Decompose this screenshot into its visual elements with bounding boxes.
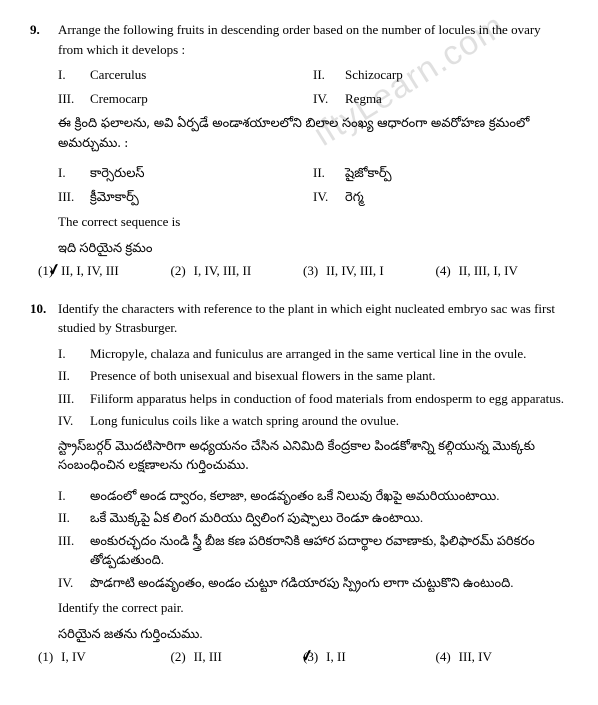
option-val: I, IV, III, II	[194, 261, 252, 281]
roman-text: Micropyle, chalaza and funiculus are arr…	[90, 344, 568, 364]
q10-item-3: III. Filiform apparatus helps in conduct…	[58, 389, 568, 409]
roman-label: రెగ్మ	[345, 187, 364, 207]
q10-te-item-1: I. అండంలో అండ ద్వారం, కలాజా, అండవృంతం ఒక…	[58, 486, 568, 506]
roman-text: Presence of both unisexual and bisexual …	[90, 366, 568, 386]
roman-text: పొడగాటి అండవృంతం, అండం చుట్టూ గడియారపు స…	[90, 573, 568, 593]
option-num: (4)	[436, 261, 451, 281]
roman-num: III.	[58, 389, 90, 409]
q10-option-3[interactable]: ✓ (3) I, II	[303, 647, 436, 667]
q10-item-4: IV. Long funiculus coils like a watch sp…	[58, 411, 568, 431]
roman-num: II.	[58, 366, 90, 386]
q9-option-3[interactable]: (3) II, IV, III, I	[303, 261, 436, 281]
option-val: I, IV	[61, 647, 86, 667]
roman-num: IV.	[313, 187, 345, 207]
q10-option-1[interactable]: (1) I, IV	[38, 647, 171, 667]
q9-te-item-2: II. షైజోకార్ప్	[313, 163, 568, 183]
q10-te-item-3: III. అంకురచ్ఛదం నుండి స్త్రీ బీజ కణ పరిక…	[58, 531, 568, 570]
option-num: (1)	[38, 647, 53, 667]
roman-num: IV.	[313, 89, 345, 109]
q9-item-1: I. Carcerulus	[58, 65, 313, 85]
q9-te-item-4: IV. రెగ్మ	[313, 187, 568, 207]
roman-label: కార్సెరులస్	[90, 163, 145, 183]
q10-item-2: II. Presence of both unisexual and bisex…	[58, 366, 568, 386]
q10-pair-te: సరియైన జతను గుర్తించుము.	[58, 624, 568, 644]
roman-text: Filiform apparatus helps in conduction o…	[90, 389, 568, 409]
roman-num: IV.	[58, 411, 90, 431]
q9-text: Arrange the following fruits in descendi…	[58, 20, 568, 59]
roman-num: I.	[58, 65, 90, 85]
q9-seq-te: ఇది సరియైన క్రమం	[58, 238, 568, 258]
roman-num: IV.	[58, 573, 90, 593]
roman-label: Regma	[345, 89, 382, 109]
q9-item-3: III. Cremocarp	[58, 89, 313, 109]
q10-number: 10.	[30, 299, 58, 338]
q9-seq-en: The correct sequence is	[58, 212, 568, 232]
question-10: 10. Identify the characters with referen…	[30, 299, 568, 667]
q9-number: 9.	[30, 20, 58, 59]
option-num: (2)	[171, 647, 186, 667]
option-val: I, II	[326, 647, 346, 667]
q10-te-item-2: II. ఒకే మొక్కపై ఏక లింగ మరియు ద్విలింగ ప…	[58, 508, 568, 528]
q9-option-1[interactable]: (1) II, I, IV, III	[38, 261, 171, 281]
roman-num: I.	[58, 344, 90, 364]
roman-num: I.	[58, 486, 90, 506]
roman-text: అండంలో అండ ద్వారం, కలాజా, అండవృంతం ఒకే న…	[90, 486, 568, 506]
roman-text: అంకురచ్ఛదం నుండి స్త్రీ బీజ కణ పరికరానిక…	[90, 531, 568, 570]
option-val: III, IV	[459, 647, 492, 667]
roman-num: III.	[58, 187, 90, 207]
q9-te-item-1: I. కార్సెరులస్	[58, 163, 313, 183]
q9-te-item-3: III. క్రీమోకార్ప్	[58, 187, 313, 207]
q9-options: ✓ (1) II, I, IV, III (2) I, IV, III, II …	[38, 261, 568, 281]
q9-option-4[interactable]: (4) II, III, I, IV	[436, 261, 569, 281]
roman-text: ఒకే మొక్కపై ఏక లింగ మరియు ద్విలింగ పుష్ప…	[90, 508, 568, 528]
q10-telugu-intro: స్ట్రాస్‌బర్గర్ మొదటిసారిగా అధ్యయనం చేసి…	[58, 439, 568, 478]
q9-item-2: II. Schizocarp	[313, 65, 568, 85]
roman-num: I.	[58, 163, 90, 183]
q9-option-2[interactable]: (2) I, IV, III, II	[171, 261, 304, 281]
roman-label: Cremocarp	[90, 89, 148, 109]
roman-label: షైజోకార్ప్	[345, 163, 392, 183]
roman-num: II.	[313, 163, 345, 183]
option-num: (4)	[436, 647, 451, 667]
q10-item-1: I. Micropyle, chalaza and funiculus are …	[58, 344, 568, 364]
option-num: (3)	[303, 647, 318, 667]
roman-label: Carcerulus	[90, 65, 146, 85]
option-val: II, III, I, IV	[459, 261, 518, 281]
q10-option-4[interactable]: (4) III, IV	[436, 647, 569, 667]
option-num: (1)	[38, 261, 53, 281]
question-9: 9. Arrange the following fruits in desce…	[30, 20, 568, 281]
roman-num: II.	[58, 508, 90, 528]
roman-label: క్రీమోకార్ప్	[90, 187, 139, 207]
option-num: (3)	[303, 261, 318, 281]
option-val: II, IV, III, I	[326, 261, 384, 281]
option-val: II, I, IV, III	[61, 261, 119, 281]
roman-num: II.	[313, 65, 345, 85]
option-val: II, III	[194, 647, 222, 667]
roman-label: Schizocarp	[345, 65, 403, 85]
q10-te-item-4: IV. పొడగాటి అండవృంతం, అండం చుట్టూ గడియార…	[58, 573, 568, 593]
roman-num: III.	[58, 89, 90, 109]
q9-telugu-intro: ఈ క్రింది ఫలాలను, అవి ఏర్పడే అండాశయాలలోన…	[58, 116, 568, 155]
q10-options: (1) I, IV (2) II, III ✓ (3) I, II (4) II…	[38, 647, 568, 667]
q9-item-4: IV. Regma	[313, 89, 568, 109]
q10-text: Identify the characters with reference t…	[58, 299, 568, 338]
option-num: (2)	[171, 261, 186, 281]
roman-num: III.	[58, 531, 90, 570]
q10-pair-en: Identify the correct pair.	[58, 598, 568, 618]
roman-text: Long funiculus coils like a watch spring…	[90, 411, 568, 431]
q10-option-2[interactable]: (2) II, III	[171, 647, 304, 667]
